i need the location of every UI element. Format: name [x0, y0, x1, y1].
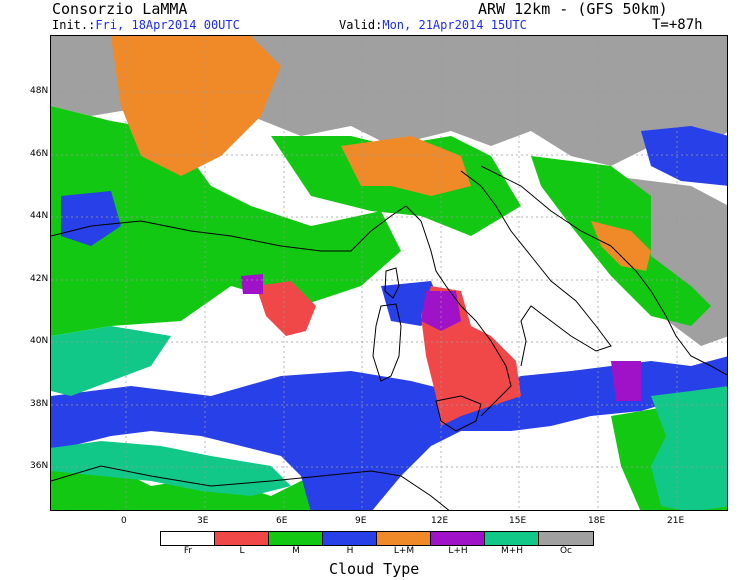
lat-label-38n: 38N	[30, 399, 49, 409]
low-cloud-tyrrhenian	[256, 281, 316, 336]
coastline-balkans	[480, 165, 727, 376]
legend-label-l: L	[239, 546, 245, 556]
low-mid-cloud-po-valley	[341, 136, 471, 196]
legend-swatch-m	[269, 532, 323, 545]
low-mid-cloud-france	[111, 36, 281, 176]
lat-label-44n: 44N	[30, 211, 49, 221]
coastlines	[51, 165, 727, 510]
coastline-sardinia	[372, 303, 402, 382]
app-title: Consorzio LaMMA	[52, 0, 188, 18]
legend-swatch-l	[215, 532, 269, 545]
mid-cloud-west	[51, 106, 401, 336]
coastline-north-africa	[51, 465, 450, 510]
cloud-type-map	[50, 35, 728, 511]
legend-label-fr: Fr	[183, 546, 193, 556]
legend-swatch-h	[323, 532, 377, 545]
legend-title: Cloud Type	[329, 560, 420, 578]
model-title: ARW 12km - (GFS 50km)	[478, 0, 668, 18]
legend-label-l-h: L+H	[448, 546, 468, 556]
lon-label-0: 0	[121, 516, 127, 526]
lon-label-9e: 9E	[355, 516, 367, 526]
legend-swatch-m-h	[485, 532, 539, 545]
high-cloud-band-south	[51, 356, 727, 510]
init-time: Init.:Fri, 18Apr2014 00UTC	[52, 18, 240, 32]
mid-high-cloud-areas	[51, 326, 727, 510]
low-high-cloud-corsica	[241, 274, 263, 294]
legend-swatch-oc	[539, 532, 593, 545]
cloud-type-legend	[160, 531, 594, 546]
legend-swatch-l-m	[377, 532, 431, 545]
legend-label-l-m: L+M	[393, 546, 415, 556]
mid-high-cloud-south	[51, 441, 291, 496]
lat-label-36n: 36N	[30, 461, 49, 471]
high-cloud-west	[61, 191, 121, 246]
valid-time: Valid:Mon, 21Apr2014 15UTC	[339, 18, 527, 32]
low-mid-cloud-areas	[111, 36, 651, 271]
legend-swatch-l-h	[431, 532, 485, 545]
mid-high-cloud-west	[51, 326, 171, 396]
init-value: Fri, 18Apr2014 00UTC	[95, 18, 240, 32]
high-cloud-east	[641, 126, 727, 186]
init-label: Init.:	[52, 18, 96, 32]
low-mid-cloud-adriatic	[591, 221, 651, 271]
coastline-corsica	[384, 267, 400, 299]
legend-label-h: H	[346, 546, 354, 556]
coastline-italy-west	[405, 205, 512, 417]
coastline-sicily	[435, 395, 482, 432]
lon-label-21e: 21E	[667, 516, 685, 526]
lat-label-46n: 46N	[30, 149, 49, 159]
coastline-italy-east	[460, 170, 612, 367]
lon-label-18e: 18E	[588, 516, 606, 526]
legend-label-m: M	[292, 546, 300, 556]
map-canvas	[51, 36, 727, 510]
lon-label-3e: 3E	[197, 516, 209, 526]
forecast-hour: T=+87h	[652, 17, 703, 33]
lat-label-40n: 40N	[30, 336, 49, 346]
coastline-france-spain	[51, 205, 407, 252]
lon-label-12e: 12E	[431, 516, 449, 526]
lat-label-42n: 42N	[30, 274, 49, 284]
legend-label-oc: Oc	[559, 546, 573, 556]
legend-swatch-fr	[161, 532, 215, 545]
lat-label-48n: 48N	[30, 86, 49, 96]
lon-label-15e: 15E	[509, 516, 527, 526]
legend-label-m-h: M+H	[500, 546, 524, 556]
valid-value: Mon, 21Apr2014 15UTC	[382, 18, 527, 32]
valid-label: Valid:	[339, 18, 383, 32]
mid-high-cloud-east	[651, 386, 727, 510]
lon-label-6e: 6E	[276, 516, 288, 526]
low-high-cloud-ionian	[611, 361, 641, 401]
graticule	[51, 36, 727, 510]
